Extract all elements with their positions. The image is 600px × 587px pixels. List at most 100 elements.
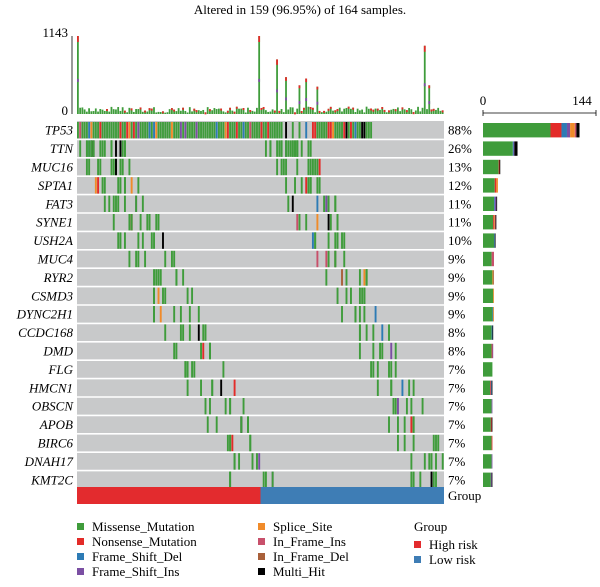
- mutation-cell-muc4: [128, 250, 131, 268]
- mutation-cell-tp53: [132, 122, 135, 139]
- mutation-cell-tp53: [280, 122, 283, 139]
- mutation-cell-tp53: [262, 122, 265, 139]
- top-bar-cap: [394, 109, 397, 112]
- mutation-cell-flg: [186, 361, 189, 378]
- gene-bar-tp53: [570, 123, 575, 138]
- mutation-cell-dync2h1: [179, 306, 182, 323]
- top-bar: [305, 78, 308, 114]
- gene-bar-ryr2: [493, 270, 494, 285]
- top-bar: [414, 110, 417, 114]
- mutation-cell-csmd3: [345, 287, 348, 304]
- gene-bar-muc4: [483, 251, 492, 267]
- mutation-cell-muc16: [314, 158, 317, 176]
- mutation-cell-ttn: [103, 140, 106, 157]
- legend-label: Missense_Mutation: [92, 518, 195, 534]
- mutation-cell-tp53: [81, 122, 84, 139]
- top-bar-cap: [182, 107, 184, 110]
- mutation-cell-muc4: [135, 250, 138, 268]
- top-bar: [435, 109, 437, 114]
- mutation-cell-tp53: [343, 122, 346, 139]
- top-bar-cap: [327, 108, 330, 111]
- top-bar-cap: [278, 110, 281, 113]
- top-bar: [97, 111, 99, 114]
- top-bar: [307, 106, 310, 114]
- legend-multi-hit: Multi_Hit: [258, 564, 349, 579]
- percent-label-dync2h1: 9%: [448, 307, 466, 322]
- top-bar-cap: [352, 107, 355, 110]
- top-bar: [264, 110, 267, 114]
- mutation-cell-tp53: [112, 122, 115, 139]
- mutation-cell-tp53: [229, 122, 232, 139]
- top-bar: [94, 108, 97, 114]
- axis-labels: TP53 88% TTN 26% MUC16 13% SPTA1 12% FAT3 11% SYNE…: [16, 123, 472, 488]
- gene-label-muc16: MUC16: [30, 160, 73, 175]
- mutation-cell-csmd3: [350, 287, 352, 304]
- mutation-cell-tp53: [341, 122, 343, 139]
- mutation-cell-birc6: [435, 434, 437, 452]
- mutation-cell-tp53: [157, 122, 160, 139]
- mutation-cell-syne1: [316, 214, 319, 231]
- legend-swatch: [77, 553, 84, 560]
- mutation-cell-spta1: [130, 177, 133, 194]
- top-bar: [115, 109, 117, 114]
- mutation-cell-spta1: [285, 177, 288, 194]
- gene-bar-syne1: [493, 215, 494, 230]
- top-bar: [166, 112, 169, 114]
- mutation-cell-tp53: [336, 122, 339, 139]
- mutation-cell-tp53: [106, 122, 108, 139]
- mutation-cell-tp53: [271, 122, 274, 139]
- top-bar: [320, 112, 323, 114]
- mutation-cell-tp53: [121, 122, 124, 139]
- mutation-cell-tp53: [110, 122, 113, 139]
- mutation-cell-ttn: [92, 140, 95, 157]
- top-bar: [289, 107, 292, 114]
- top-bar: [426, 109, 428, 114]
- top-bar: [287, 109, 290, 114]
- mutation-cell-ccdc168: [179, 324, 182, 341]
- top-bar-cap: [235, 106, 238, 109]
- mutation-cell-ttn: [280, 140, 283, 157]
- top-bar: [119, 110, 122, 114]
- top-bar: [197, 110, 200, 114]
- mutation-cell-ttn: [269, 140, 272, 157]
- mutation-cell-apob: [410, 416, 413, 433]
- mutation-cell-ttn: [285, 140, 288, 157]
- mutation-cell-fat3: [135, 195, 138, 212]
- gene-label-ryr2: RYR2: [43, 270, 74, 285]
- mutation-cell-fat3: [291, 195, 294, 212]
- top-bar: [423, 45, 426, 114]
- top-bar: [280, 108, 283, 114]
- top-bar-cap: [323, 110, 325, 113]
- mutation-cell-csmd3: [153, 287, 155, 304]
- top-bar: [155, 112, 158, 114]
- gene-bar-spta1: [483, 178, 495, 193]
- top-bar: [403, 109, 406, 114]
- gene-bar-dync2h1: [492, 307, 494, 322]
- mutation-cell-muc16: [97, 158, 100, 176]
- top-bar: [139, 107, 142, 114]
- mutation-cell-csmd3: [162, 287, 164, 304]
- mutation-cell-tp53: [99, 122, 102, 139]
- mutation-cell-tp53: [215, 122, 218, 139]
- variant-legend-col2: Splice_Site In_Frame_Ins In_Frame_Del Mu…: [258, 519, 349, 579]
- mutation-cell-tp53: [273, 122, 276, 139]
- mutation-cell-flg: [191, 361, 194, 378]
- mutation-cell-tp53: [170, 122, 173, 139]
- mutation-cell-ccdc168: [365, 324, 368, 341]
- mutation-cell-birc6: [231, 434, 234, 452]
- gene-bar-ccdc168: [492, 325, 494, 340]
- percent-label-csmd3: 9%: [448, 288, 466, 303]
- mutation-cell-muc16: [121, 158, 124, 176]
- mutation-cell-tp53: [235, 122, 238, 139]
- top-bar: [235, 106, 238, 114]
- mutation-cell-ccdc168: [358, 324, 361, 341]
- mutation-cell-dnah17: [256, 453, 258, 470]
- top-bar: [430, 109, 433, 114]
- gene-bar-flg: [483, 362, 493, 377]
- mutation-cell-fat3: [108, 195, 111, 212]
- mutation-cell-tp53: [222, 122, 225, 139]
- mutation-cell-flg: [184, 361, 187, 378]
- mutation-cell-tp53: [305, 122, 308, 139]
- top-bar-cap: [300, 111, 303, 114]
- mutation-cell-muc16: [99, 158, 102, 176]
